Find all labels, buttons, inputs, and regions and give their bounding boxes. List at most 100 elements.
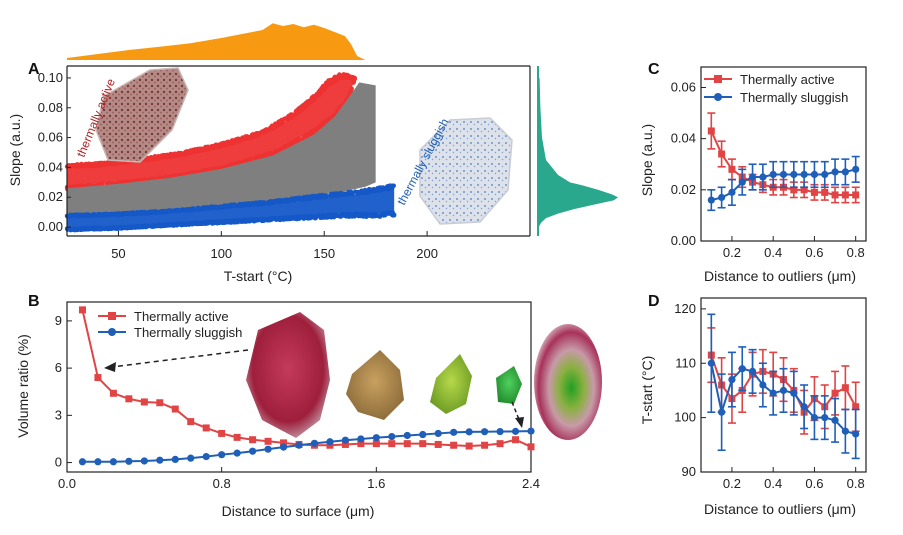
panel-d-series <box>707 313 860 460</box>
panel-b-xtick-label: 1.6 <box>367 476 385 491</box>
scatter-thermally-sluggish-point <box>98 213 103 218</box>
scatter-thermally-sluggish-point <box>384 210 390 216</box>
panel-c-sluggish-point <box>707 196 715 204</box>
scatter-thermally-active-point <box>205 145 210 151</box>
panel-a-ytick-label: 0.04 <box>38 159 63 174</box>
panel-label-c: C <box>648 61 660 78</box>
scatter-thermally-sluggish-point <box>349 212 354 218</box>
scatter-thermally-sluggish-point <box>381 211 386 216</box>
panel-c-active-point <box>821 188 829 196</box>
scatter-thermally-sluggish-point <box>288 216 293 221</box>
panel-d-sluggish-point <box>821 414 829 422</box>
scatter-thermally-active-point <box>248 157 253 162</box>
panel-c-sluggish-point <box>748 173 757 181</box>
legend-marker-active <box>108 312 116 320</box>
scatter-thermally-sluggish-point <box>344 192 349 197</box>
scatter-thermally-active-point <box>351 80 356 85</box>
scatter-thermally-sluggish-point <box>240 202 246 208</box>
panel-b-active-point <box>496 440 504 448</box>
panel-c-sluggish-point <box>810 170 819 179</box>
scatter-thermally-sluggish-point <box>137 224 143 229</box>
panel-c-ytick-label: 0.04 <box>671 131 696 146</box>
scatter-thermally-sluggish-point <box>176 222 181 227</box>
scatter-thermally-active-point <box>169 154 174 159</box>
scatter-thermally-sluggish-point <box>93 213 98 218</box>
panel-d-errorbar-chart: 0.2 0.4 0.6 0.8 90 100 110 120 Distance to outl… <box>639 297 867 517</box>
panel-b-sluggish-point <box>140 457 148 465</box>
panel-b-sluggish-point <box>310 439 319 447</box>
panel-d-sluggish-point <box>707 359 715 367</box>
panel-b-active-point <box>218 429 226 437</box>
scatter-thermally-sluggish-point <box>267 216 273 221</box>
panel-a-xtick-label: 150 <box>313 246 335 261</box>
panel-c-xtick-label: 0.2 <box>723 245 741 260</box>
scatter-thermally-active-point <box>309 97 314 103</box>
thermally-active-particle-image <box>95 67 189 163</box>
panel-b-active-point <box>109 389 117 397</box>
panel-d-ytick-label: 90 <box>682 464 696 479</box>
panel-a-xtick-label: 100 <box>210 246 232 261</box>
legend-marker-sluggish <box>714 93 722 101</box>
panel-d-y-label: T-start (°C) <box>639 356 655 425</box>
scatter-thermally-sluggish-point <box>114 212 120 217</box>
scatter-thermally-sluggish-point <box>232 203 238 208</box>
panel-d-xtick-label: 0.4 <box>764 476 782 491</box>
scatter-thermally-sluggish-point <box>356 213 362 218</box>
scatter-thermally-sluggish-point <box>374 211 379 217</box>
legend-label-sluggish: Thermally sluggish <box>740 90 848 105</box>
scatter-thermally-sluggish-point <box>217 220 222 226</box>
panel-a-ytick-label: 0.00 <box>38 219 63 234</box>
scatter-thermally-sluggish-point <box>288 197 294 202</box>
scatter-thermally-sluggish-point <box>331 214 337 220</box>
panel-a-axes: 50 100 150 200 0.00 0.02 0.04 0.06 0.08 0.10 <box>38 65 531 261</box>
panel-c-active-point <box>810 188 818 196</box>
scatter-thermally-active-point <box>100 162 106 167</box>
scatter-thermally-active-point <box>278 118 283 124</box>
panel-b-sluggish-point <box>450 428 458 436</box>
arrow-to-surface <box>104 349 249 372</box>
scatter-thermally-active-point <box>327 80 332 86</box>
panel-d-sluggish-point <box>769 389 777 397</box>
scatter-thermally-active-point <box>106 159 111 165</box>
panel-b-series <box>78 306 535 466</box>
scatter-thermally-sluggish-point <box>162 223 168 228</box>
scatter-thermally-active-point <box>159 153 165 158</box>
scatter-thermally-active-point <box>332 74 337 80</box>
scatter-thermally-sluggish-point <box>310 215 316 220</box>
panel-d-active-point <box>852 403 860 411</box>
scatter-thermally-active-point <box>211 144 216 149</box>
scatter-thermally-sluggish-point <box>353 211 358 217</box>
panel-b-active-point <box>187 418 195 426</box>
scatter-thermally-active-point <box>86 182 91 188</box>
panel-b-active-point <box>140 398 148 406</box>
panel-c-y-label: Slope (a.u.) <box>639 124 655 196</box>
scatter-thermally-sluggish-point <box>105 212 110 217</box>
scatter-thermally-active-point <box>193 147 198 152</box>
scatter-thermally-sluggish-point <box>126 210 131 216</box>
scatter-thermally-sluggish-point <box>223 204 229 209</box>
scatter-thermally-sluggish-point <box>387 184 393 190</box>
scatter-clouds <box>64 72 397 233</box>
panel-b-sluggish-point <box>388 432 396 441</box>
scatter-thermally-sluggish-point <box>271 200 277 205</box>
panel-label-d: D <box>648 293 660 310</box>
scatter-thermally-sluggish-point <box>123 225 129 230</box>
scatter-thermally-sluggish-point <box>75 213 80 219</box>
panel-b-active-point <box>233 433 241 441</box>
scatter-thermally-sluggish-point <box>68 212 73 218</box>
scatter-thermally-sluggish-point <box>281 198 287 203</box>
panel-d-sluggish-point <box>831 416 839 424</box>
scatter-thermally-sluggish-point <box>177 208 182 214</box>
panel-d-active-point <box>831 389 839 397</box>
panel-d-ytick-label: 120 <box>674 301 696 316</box>
scatter-thermally-active-point <box>352 75 357 81</box>
scatter-thermally-sluggish-point <box>167 222 173 227</box>
scatter-thermally-sluggish-point <box>321 194 326 199</box>
top-marginal-histogram <box>67 23 366 60</box>
panel-c-active-point <box>707 127 715 135</box>
panel-b-active-point <box>125 395 133 403</box>
panel-b-active-point <box>94 374 102 382</box>
panel-c-ytick-label: 0.02 <box>671 182 696 197</box>
scatter-thermally-active-point <box>261 129 267 135</box>
panel-b-sluggish-point <box>78 458 87 466</box>
